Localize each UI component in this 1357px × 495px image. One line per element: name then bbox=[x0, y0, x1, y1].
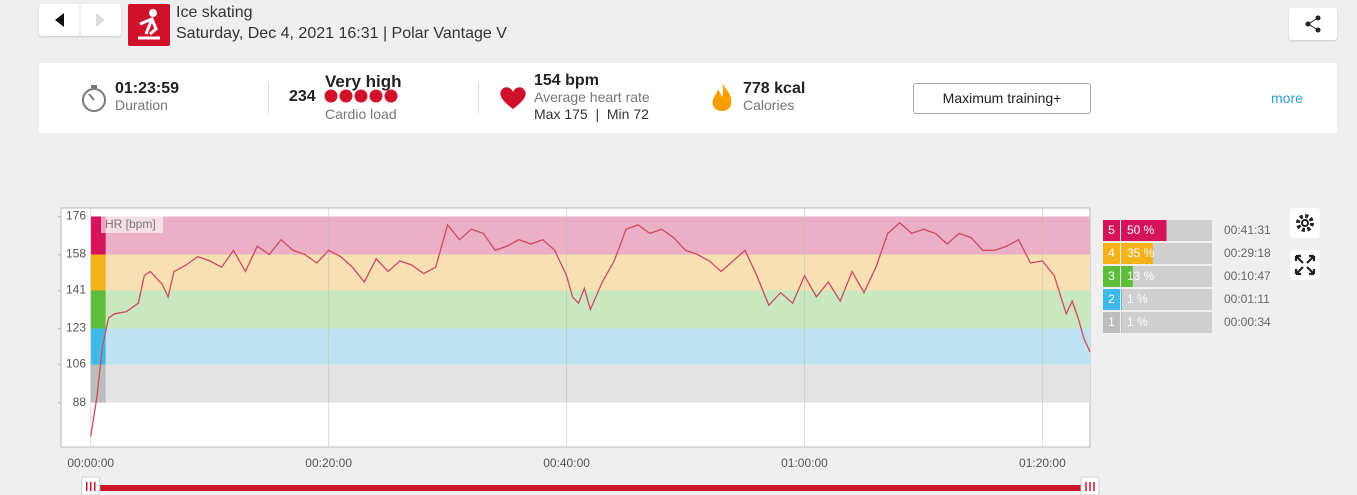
zone-bar bbox=[1121, 289, 1122, 310]
zone-bar-bg bbox=[1121, 312, 1212, 333]
duration-label: Duration bbox=[115, 97, 168, 113]
zone-band bbox=[105, 328, 1091, 365]
expand-icon bbox=[1294, 254, 1316, 276]
range-handle[interactable] bbox=[1080, 476, 1100, 495]
zone-name: 2 bbox=[1108, 292, 1115, 306]
x-tick-label: 00:20:00 bbox=[305, 456, 352, 470]
zone-time: 00:29:18 bbox=[1224, 246, 1271, 260]
cardio-label: Cardio load bbox=[325, 106, 397, 122]
heart-icon bbox=[500, 87, 526, 109]
zone-name-box bbox=[1103, 289, 1120, 310]
hr-label: Average heart rate bbox=[534, 89, 650, 105]
nav-buttons bbox=[39, 4, 121, 36]
hr-line bbox=[90, 221, 1091, 437]
x-tick-label: 00:00:00 bbox=[67, 456, 114, 470]
handle-grip bbox=[1085, 482, 1095, 491]
zone-name: 1 bbox=[1108, 315, 1115, 329]
hr-range: Max 175 | Min 72 bbox=[534, 106, 649, 122]
calories-label: Calories bbox=[743, 97, 795, 113]
y-tick-label: 158 bbox=[66, 247, 86, 261]
zone-time: 00:10:47 bbox=[1224, 269, 1271, 283]
cardio-level: Very high bbox=[325, 72, 402, 91]
x-tick-label: 01:20:00 bbox=[1019, 456, 1066, 470]
zone-name-box bbox=[1103, 266, 1120, 287]
range-handle[interactable] bbox=[81, 476, 101, 495]
zone-bar bbox=[1121, 220, 1167, 241]
zone-band bbox=[105, 364, 1091, 403]
fullscreen-button[interactable] bbox=[1290, 250, 1320, 280]
cardio-score: 234 bbox=[289, 88, 316, 105]
zone-name: 4 bbox=[1108, 246, 1115, 260]
x-tick-label: 01:00:00 bbox=[781, 456, 828, 470]
more-link[interactable]: more bbox=[1271, 90, 1303, 106]
zone-name-box bbox=[1103, 243, 1120, 264]
button-bg bbox=[1290, 250, 1320, 280]
calories-value: 778 kcal bbox=[743, 80, 806, 97]
zone-bar-bg bbox=[1121, 289, 1212, 310]
nav-icons bbox=[55, 4, 105, 36]
duration-value: 01:23:59 bbox=[115, 80, 180, 97]
zone-strip bbox=[90, 254, 106, 291]
hr-value: 154 bpm bbox=[534, 72, 599, 89]
zone-strip bbox=[90, 328, 106, 365]
zone-percent: 1 % bbox=[1127, 292, 1148, 306]
y-tick-label: 88 bbox=[73, 395, 87, 409]
zone-percent: 13 % bbox=[1127, 269, 1155, 283]
zone-time: 00:00:34 bbox=[1224, 315, 1271, 329]
title: Ice skating bbox=[176, 4, 253, 21]
training-button[interactable]: Maximum training+ bbox=[913, 83, 1091, 114]
y-tick-label: 106 bbox=[66, 357, 86, 371]
gear-core bbox=[1301, 219, 1309, 227]
zone-percent: 1 % bbox=[1127, 315, 1148, 329]
zone-percent: 35 % bbox=[1127, 246, 1155, 260]
flame-icon bbox=[712, 83, 732, 111]
zone-bar bbox=[1121, 312, 1122, 333]
y-label-bg bbox=[101, 216, 163, 233]
gear-icon bbox=[1296, 214, 1314, 232]
y-tick-label: 141 bbox=[66, 283, 86, 297]
share-button[interactable] bbox=[1289, 8, 1337, 40]
zone-band bbox=[105, 254, 1091, 291]
zone-strip bbox=[90, 290, 106, 329]
zone-name-box bbox=[1103, 312, 1120, 333]
y-axis-label: HR [bpm] bbox=[105, 217, 156, 231]
zone-time: 00:01:11 bbox=[1224, 292, 1270, 306]
zone-bar bbox=[1121, 243, 1153, 264]
settings-button[interactable] bbox=[1290, 208, 1320, 238]
zone-time: 00:41:31 bbox=[1224, 223, 1271, 237]
zone-percent: 50 % bbox=[1127, 223, 1155, 237]
zone-name-box bbox=[1103, 220, 1120, 241]
zone-bar bbox=[1121, 266, 1133, 287]
subtitle: Saturday, Dec 4, 2021 16:31 | Polar Vant… bbox=[176, 25, 507, 42]
sport-icon bbox=[128, 4, 170, 46]
summary-panel: 01:23:59 Duration Very high 234 Cardio l… bbox=[39, 63, 1337, 133]
zone-name: 5 bbox=[1108, 223, 1115, 237]
zone-band bbox=[105, 216, 1091, 255]
zone-bar-bg bbox=[1121, 266, 1212, 287]
stopwatch-icon bbox=[82, 85, 106, 112]
y-tick-label: 123 bbox=[66, 321, 86, 335]
handle-grip bbox=[85, 482, 96, 491]
cardio-dots bbox=[324, 89, 398, 103]
x-tick-label: 00:40:00 bbox=[543, 456, 590, 470]
range-track bbox=[90, 485, 1091, 491]
zone-name: 3 bbox=[1108, 269, 1115, 283]
y-tick-label: 176 bbox=[66, 209, 86, 223]
zone-band bbox=[105, 290, 1091, 329]
